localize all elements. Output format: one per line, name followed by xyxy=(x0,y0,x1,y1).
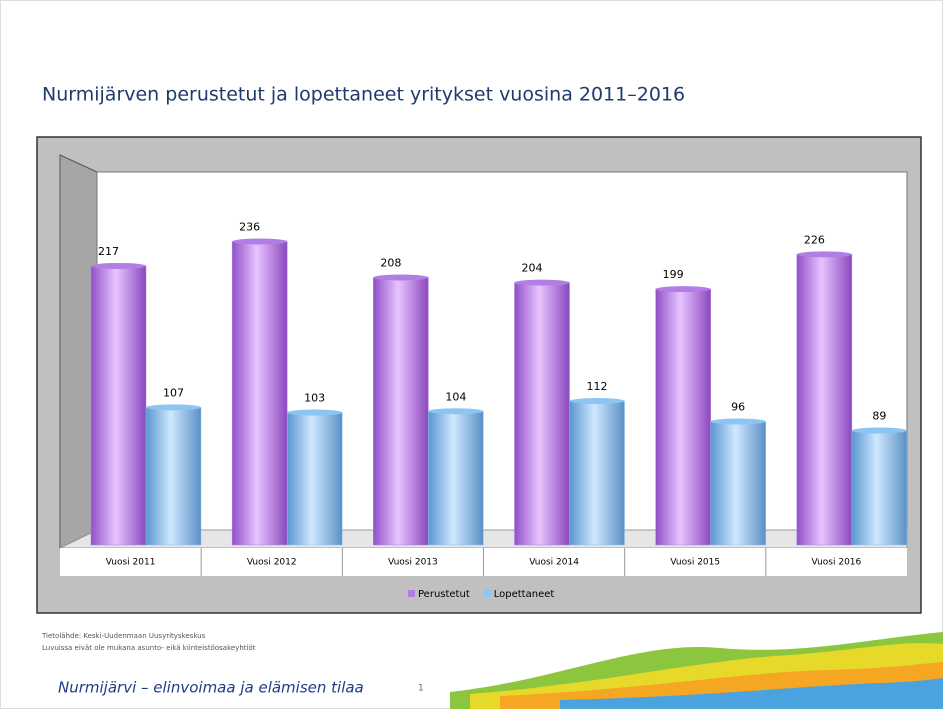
page-number: 1 xyxy=(418,684,424,694)
bar xyxy=(287,413,342,545)
bar xyxy=(373,278,428,545)
data-label: 204 xyxy=(522,262,543,275)
page: Nurmijärven perustetut ja lopettaneet yr… xyxy=(0,0,943,709)
slide-title: Nurmijärven perustetut ja lopettaneet yr… xyxy=(42,84,685,106)
data-label: 107 xyxy=(163,386,184,399)
bar-top xyxy=(373,275,428,281)
bar-top xyxy=(287,410,342,416)
bar xyxy=(797,254,852,545)
bar-top xyxy=(232,239,287,245)
data-label: 112 xyxy=(587,380,608,393)
bar-top xyxy=(570,398,625,404)
bar xyxy=(232,242,287,545)
bar xyxy=(656,289,711,545)
bar-top xyxy=(91,263,146,269)
x-tick-label: Vuosi 2013 xyxy=(388,558,438,568)
bar xyxy=(711,422,766,545)
footnote: Luvuissa eivät ole mukana asunto- eikä k… xyxy=(42,644,256,652)
x-tick-label: Vuosi 2016 xyxy=(812,558,862,568)
bar xyxy=(852,431,907,545)
x-tick-label: Vuosi 2014 xyxy=(529,558,579,568)
legend-swatch xyxy=(484,590,491,597)
x-tick-label: Vuosi 2011 xyxy=(106,558,156,568)
footer-slogan: Nurmijärvi – elinvoimaa ja elämisen tila… xyxy=(58,679,364,697)
data-label: 96 xyxy=(731,401,745,414)
data-label: 226 xyxy=(804,233,825,246)
bar-top xyxy=(515,280,570,286)
bar-top xyxy=(428,408,483,414)
data-label: 89 xyxy=(872,410,886,423)
bar-top xyxy=(852,428,907,434)
bar xyxy=(91,266,146,545)
x-tick-label: Vuosi 2012 xyxy=(247,558,297,568)
data-label: 199 xyxy=(663,268,684,281)
data-label: 217 xyxy=(98,245,119,258)
bar xyxy=(428,411,483,545)
legend-label: Perustetut xyxy=(418,589,470,600)
back-wall xyxy=(97,172,907,530)
legend-swatch xyxy=(408,590,415,597)
footnote: Tietolähde: Keski-Uudenmaan Uusyrityskes… xyxy=(41,632,206,640)
bar xyxy=(570,401,625,545)
bar xyxy=(146,407,201,545)
bar xyxy=(515,283,570,545)
bar-top xyxy=(146,404,201,410)
bar-top xyxy=(797,251,852,257)
data-label: 236 xyxy=(239,221,260,234)
bar-top xyxy=(711,419,766,425)
legend-label: Lopettaneet xyxy=(494,589,555,600)
bar-top xyxy=(656,286,711,292)
data-label: 208 xyxy=(380,257,401,270)
data-label: 104 xyxy=(445,390,466,403)
data-label: 103 xyxy=(304,392,325,405)
x-tick-label: Vuosi 2015 xyxy=(670,558,720,568)
slide: Nurmijärven perustetut ja lopettaneet yr… xyxy=(0,0,943,709)
